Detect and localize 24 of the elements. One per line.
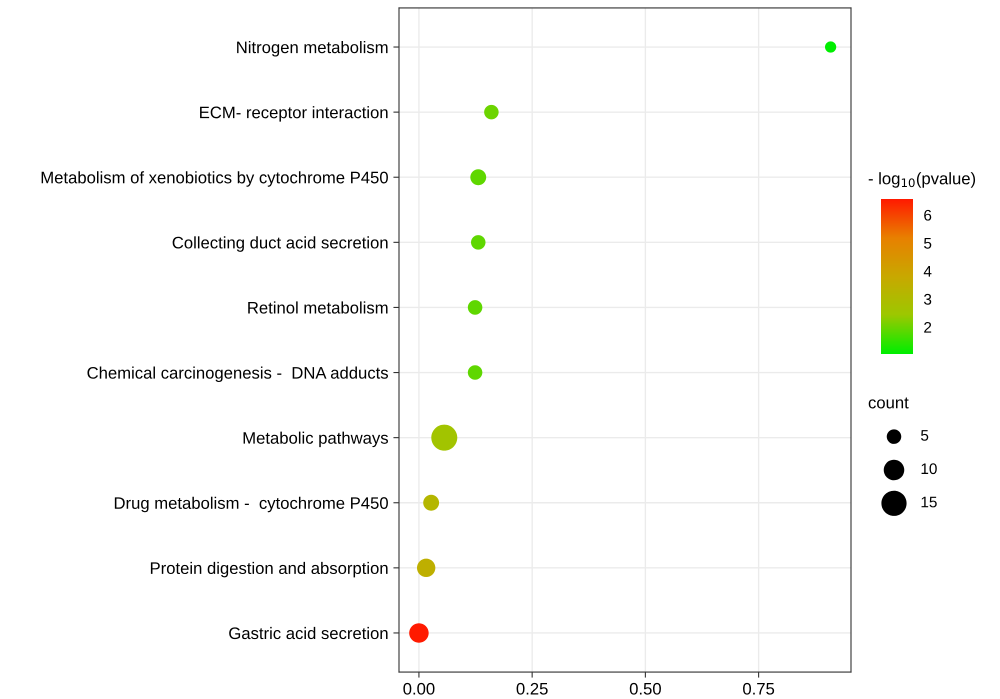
color-bar-title: - log$_{10}$(pvalue) [868,172,976,188]
legend-label: 15 [922,496,937,508]
legend-title: count [868,398,909,408]
y-tick-label: Metabolic pathways [244,432,388,448]
y-tick-label: Collecting duct acid secretion [172,236,388,252]
y-tick-label: Chemical carcinogenesis - DNA adducts [87,366,388,382]
legend-label: 5 [921,430,928,441]
y-tick-label: ECM- receptor interaction [200,106,388,122]
legend-label: 10 [922,463,937,474]
y-tick-label: Gastric acid secretion [229,626,388,640]
color-bar-label: 6 [924,210,932,221]
y-tick-label: Nitrogen metabolism [237,40,388,57]
color-bar-label: 5 [924,238,932,249]
x-tick-label: 0.00 [403,682,434,695]
y-tick-label: Protein digestion and absorption [150,562,388,578]
color-bar-label: 2 [924,322,932,333]
y-tick-label: Drug metabolism - cytochrome P450 [114,496,388,512]
y-tick-label: Retinol metabolism [248,301,388,314]
x-tick-label: 0.50 [630,682,661,695]
color-bar-label: 3 [924,294,932,305]
color-bar-label: 4 [924,266,932,277]
x-tick-label: 0.25 [516,682,548,695]
y-tick-label: Metabolism of xenobiotics by cytochrome P450 [42,171,388,187]
x-tick-label: 0.75 [743,682,774,695]
